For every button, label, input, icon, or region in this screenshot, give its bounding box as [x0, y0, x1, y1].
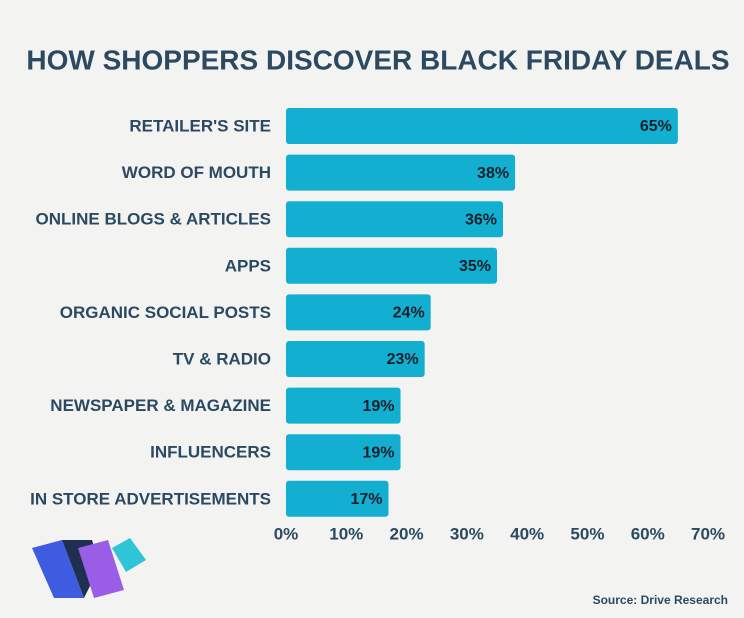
logo-shape — [32, 540, 84, 598]
x-tick-label: 30% — [450, 524, 484, 543]
bar — [286, 434, 401, 471]
y-tick-label: RETAILER'S SITE — [129, 116, 271, 135]
bar — [286, 108, 678, 144]
x-tick-label: 50% — [570, 524, 604, 543]
y-tick-label: ORGANIC SOCIAL POSTS — [60, 303, 271, 322]
y-tick-label: WORD OF MOUTH — [122, 163, 271, 182]
y-tick-label: NEWSPAPER & MAGAZINE — [50, 396, 271, 415]
value-label: 19% — [363, 444, 395, 461]
y-tick-label: ONLINE BLOGS & ARTICLES — [36, 210, 272, 229]
logo-shape — [112, 538, 146, 572]
value-label: 24% — [393, 305, 425, 322]
value-label: 38% — [477, 165, 509, 182]
logo — [32, 538, 146, 598]
x-tick-label: 40% — [510, 524, 544, 543]
x-tick-label: 10% — [329, 524, 363, 543]
x-tick-label: 0% — [274, 524, 299, 543]
y-tick-label: TV & RADIO — [173, 349, 271, 368]
value-label: 19% — [363, 398, 395, 415]
value-label: 36% — [465, 211, 497, 228]
x-tick-label: 60% — [631, 524, 665, 543]
bar — [286, 247, 497, 284]
bar — [286, 480, 389, 517]
y-tick-label: IN STORE ADVERTISEMENTS — [30, 489, 271, 508]
bar — [286, 387, 401, 424]
y-tick-label: APPS — [225, 256, 271, 275]
value-label: 17% — [350, 491, 382, 508]
x-tick-label: 20% — [390, 524, 424, 543]
bar — [286, 294, 431, 331]
value-label: 35% — [459, 258, 491, 275]
bar — [286, 154, 516, 191]
source: Source: Drive Research — [593, 593, 728, 607]
bar — [286, 201, 504, 238]
bar — [286, 341, 425, 377]
x-tick-label: 70% — [691, 524, 725, 543]
y-tick-label: INFLUENCERS — [150, 443, 271, 462]
value-label: 65% — [640, 118, 672, 135]
chart-title: HOW SHOPPERS DISCOVER BLACK FRIDAY DEALS — [26, 44, 729, 75]
value-label: 23% — [387, 351, 419, 368]
logo-shape — [78, 540, 124, 598]
